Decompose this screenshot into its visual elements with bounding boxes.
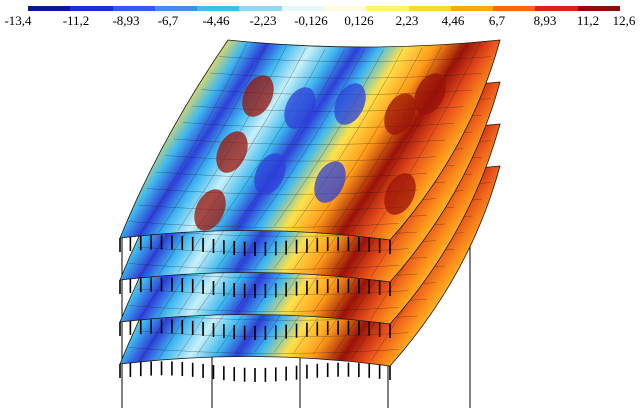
mesh-line — [137, 204, 409, 212]
mesh-line — [216, 48, 326, 228]
stress-spot — [414, 73, 446, 115]
mesh-line — [164, 155, 436, 162]
mesh-line — [146, 188, 418, 195]
scale-label: -0,126 — [294, 13, 328, 28]
mesh-line — [128, 221, 400, 228]
scale-label: 8,93 — [533, 13, 557, 28]
mesh-line — [312, 47, 423, 229]
scale-label: -8,93 — [112, 13, 140, 28]
mesh-line — [218, 56, 491, 62]
scale-swatch — [112, 6, 155, 11]
mesh-line — [209, 72, 482, 79]
scale-label: -2,23 — [249, 13, 277, 28]
scale-swatch — [70, 6, 113, 11]
scale-swatch — [493, 6, 536, 11]
scale-swatch — [28, 6, 71, 11]
stress-spot — [314, 161, 346, 203]
scale-swatch — [281, 6, 324, 11]
scale-label: 2,23 — [395, 13, 419, 28]
mesh-line — [173, 138, 446, 145]
scale-label: 12,6 — [612, 13, 636, 28]
mesh-line — [155, 171, 427, 178]
mesh-line — [128, 305, 400, 312]
scale-label: 0,126 — [344, 13, 374, 28]
mesh-line — [128, 347, 400, 354]
scale-swatch — [450, 6, 494, 11]
scale-swatch — [366, 6, 409, 11]
stress-spot — [384, 93, 416, 135]
stress-spot — [384, 173, 416, 215]
mesh-line — [128, 263, 400, 270]
mesh-line — [158, 44, 268, 233]
stress-spot — [254, 153, 286, 195]
mesh-line — [182, 122, 455, 129]
scale-swatch — [577, 6, 620, 11]
scale-swatch — [154, 6, 198, 11]
mesh-line — [235, 49, 345, 227]
scale-label: 11,2 — [576, 13, 600, 28]
stress-spot — [242, 75, 274, 117]
color-scale-legend: -13,4 -11,2 -8,93 -6,7 -4,46 -2,23 -0,12… — [0, 0, 640, 34]
stress-spot — [334, 83, 366, 125]
stress-spot — [194, 189, 226, 231]
deformed-structure-view[interactable] — [0, 34, 640, 416]
mesh-line — [139, 42, 248, 236]
mesh-line — [293, 48, 404, 228]
scale-swatch — [323, 6, 367, 11]
scale-label: -4,46 — [202, 13, 230, 28]
mesh-line — [351, 44, 462, 233]
scale-label: -11,2 — [62, 13, 90, 28]
mesh-line — [331, 46, 442, 231]
stress-spot — [284, 87, 316, 129]
scale-swatch — [535, 6, 578, 11]
scale-swatch — [197, 6, 240, 11]
scale-label: 4,46 — [441, 13, 465, 28]
scale-label: -13,4 — [4, 13, 32, 28]
color-scale-bar — [28, 6, 620, 11]
scale-swatch — [239, 6, 282, 11]
scale-swatch — [408, 6, 451, 11]
scale-label: -6,7 — [157, 13, 179, 28]
mesh-line — [274, 49, 384, 227]
mesh-line — [254, 49, 365, 227]
scale-label: 6,7 — [488, 13, 506, 28]
stress-spot — [216, 131, 248, 173]
mesh-line — [370, 42, 481, 236]
